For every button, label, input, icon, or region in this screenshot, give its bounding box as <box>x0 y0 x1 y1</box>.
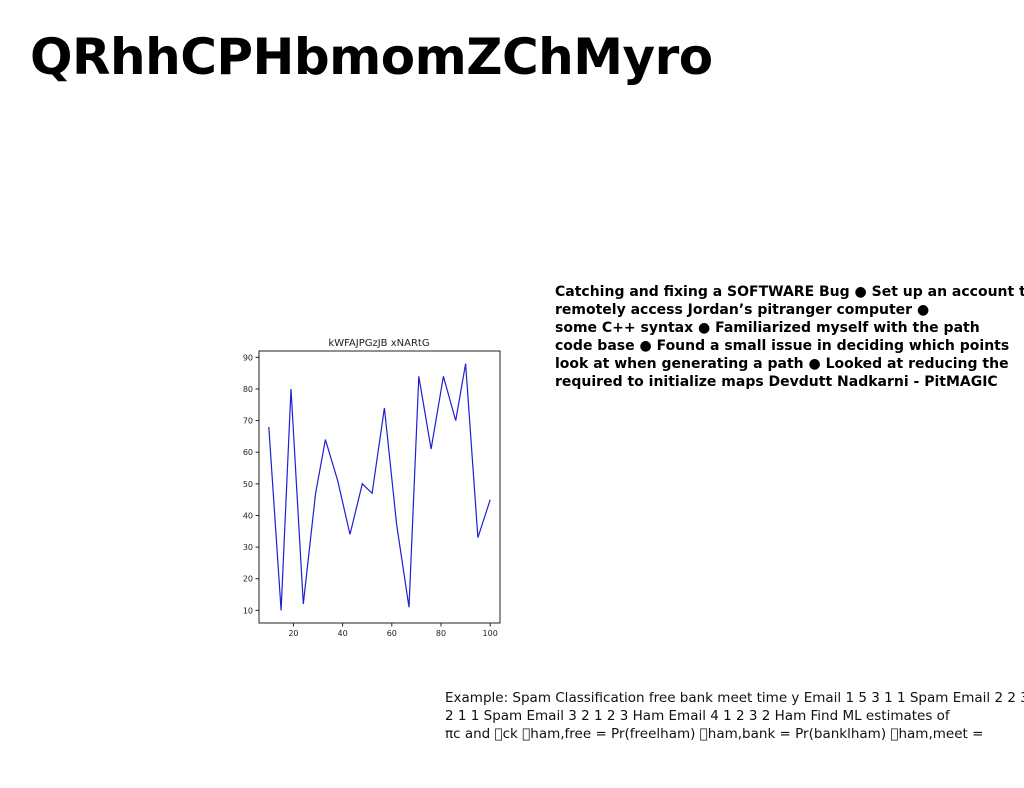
data-point <box>268 426 269 427</box>
data-point <box>418 376 419 377</box>
example-line: 2 1 1 Spam Email 3 2 1 2 3 Ham Email 4 1… <box>445 708 950 724</box>
x-tick-label: 100 <box>483 629 498 638</box>
line-chart: kWFAJPGzJB xNARtG 10 20 30 40 50 60 70 80 90 20 40… <box>236 330 512 646</box>
data-point <box>362 483 363 484</box>
bullet-line: remotely access Jordan’s pitranger compu… <box>555 302 930 318</box>
bullet-line: some C++ syntax ● Familiarized myself wi… <box>555 320 980 336</box>
series-line <box>268 363 491 611</box>
plot-frame <box>258 350 501 624</box>
example-line: πc and  ck  ham,free = Pr(freelham)  ham… <box>445 726 984 742</box>
data-point <box>372 493 373 494</box>
line-chart-svg: kWFAJPGzJB xNARtG 10 20 30 40 50 60 70 80 90 20 40… <box>243 338 501 638</box>
y-tick-label: 60 <box>243 448 253 457</box>
bullet-line: look at when generating a path ● Looked … <box>555 356 1009 372</box>
slide-title: QRhhCPHbmomZChMyro <box>30 28 713 86</box>
bullet-text-block: Catching and fixing a SOFTWARE Bug ● Set… <box>555 283 1024 393</box>
data-point <box>396 524 397 525</box>
x-tick-label: 60 <box>387 629 397 638</box>
data-point <box>490 499 491 500</box>
data-point <box>325 439 326 440</box>
data-point <box>384 407 385 408</box>
data-point <box>337 480 338 481</box>
data-point <box>349 534 350 535</box>
data-point <box>290 388 291 389</box>
bullet-line: code base ● Found a small issue in decid… <box>555 338 1010 354</box>
data-point <box>455 420 456 421</box>
x-tick-label: 40 <box>338 629 348 638</box>
data-point <box>431 448 432 449</box>
data-point <box>465 363 466 364</box>
chart-series <box>268 363 491 611</box>
y-tick-label: 30 <box>243 543 253 552</box>
data-point <box>408 607 409 608</box>
bullet-line: required to initialize maps Devdutt Nadk… <box>555 374 998 390</box>
data-point <box>303 603 304 604</box>
y-tick-label: 80 <box>243 385 253 394</box>
y-tick-label: 90 <box>243 353 253 362</box>
data-point <box>315 493 316 494</box>
data-point <box>281 610 282 611</box>
y-tick-label: 40 <box>243 511 253 520</box>
x-tick-label: 20 <box>288 629 298 638</box>
data-point <box>477 537 478 538</box>
chart-axes: 10 20 30 40 50 60 70 80 90 20 40 60 80 100 <box>243 350 501 638</box>
y-tick-label: 50 <box>243 480 253 489</box>
x-tick-label: 80 <box>436 629 446 638</box>
y-tick-label: 70 <box>243 417 253 426</box>
example-line: Example: Spam Classification free bank m… <box>445 690 1024 706</box>
y-tick-label: 20 <box>243 575 253 584</box>
chart-title: kWFAJPGzJB xNARtG <box>328 338 429 349</box>
bullet-line: Catching and fixing a SOFTWARE Bug ● Set… <box>555 284 1024 300</box>
y-tick-label: 10 <box>243 606 253 615</box>
data-point <box>443 376 444 377</box>
example-text-block: Example: Spam Classification free bank m… <box>445 689 1024 749</box>
